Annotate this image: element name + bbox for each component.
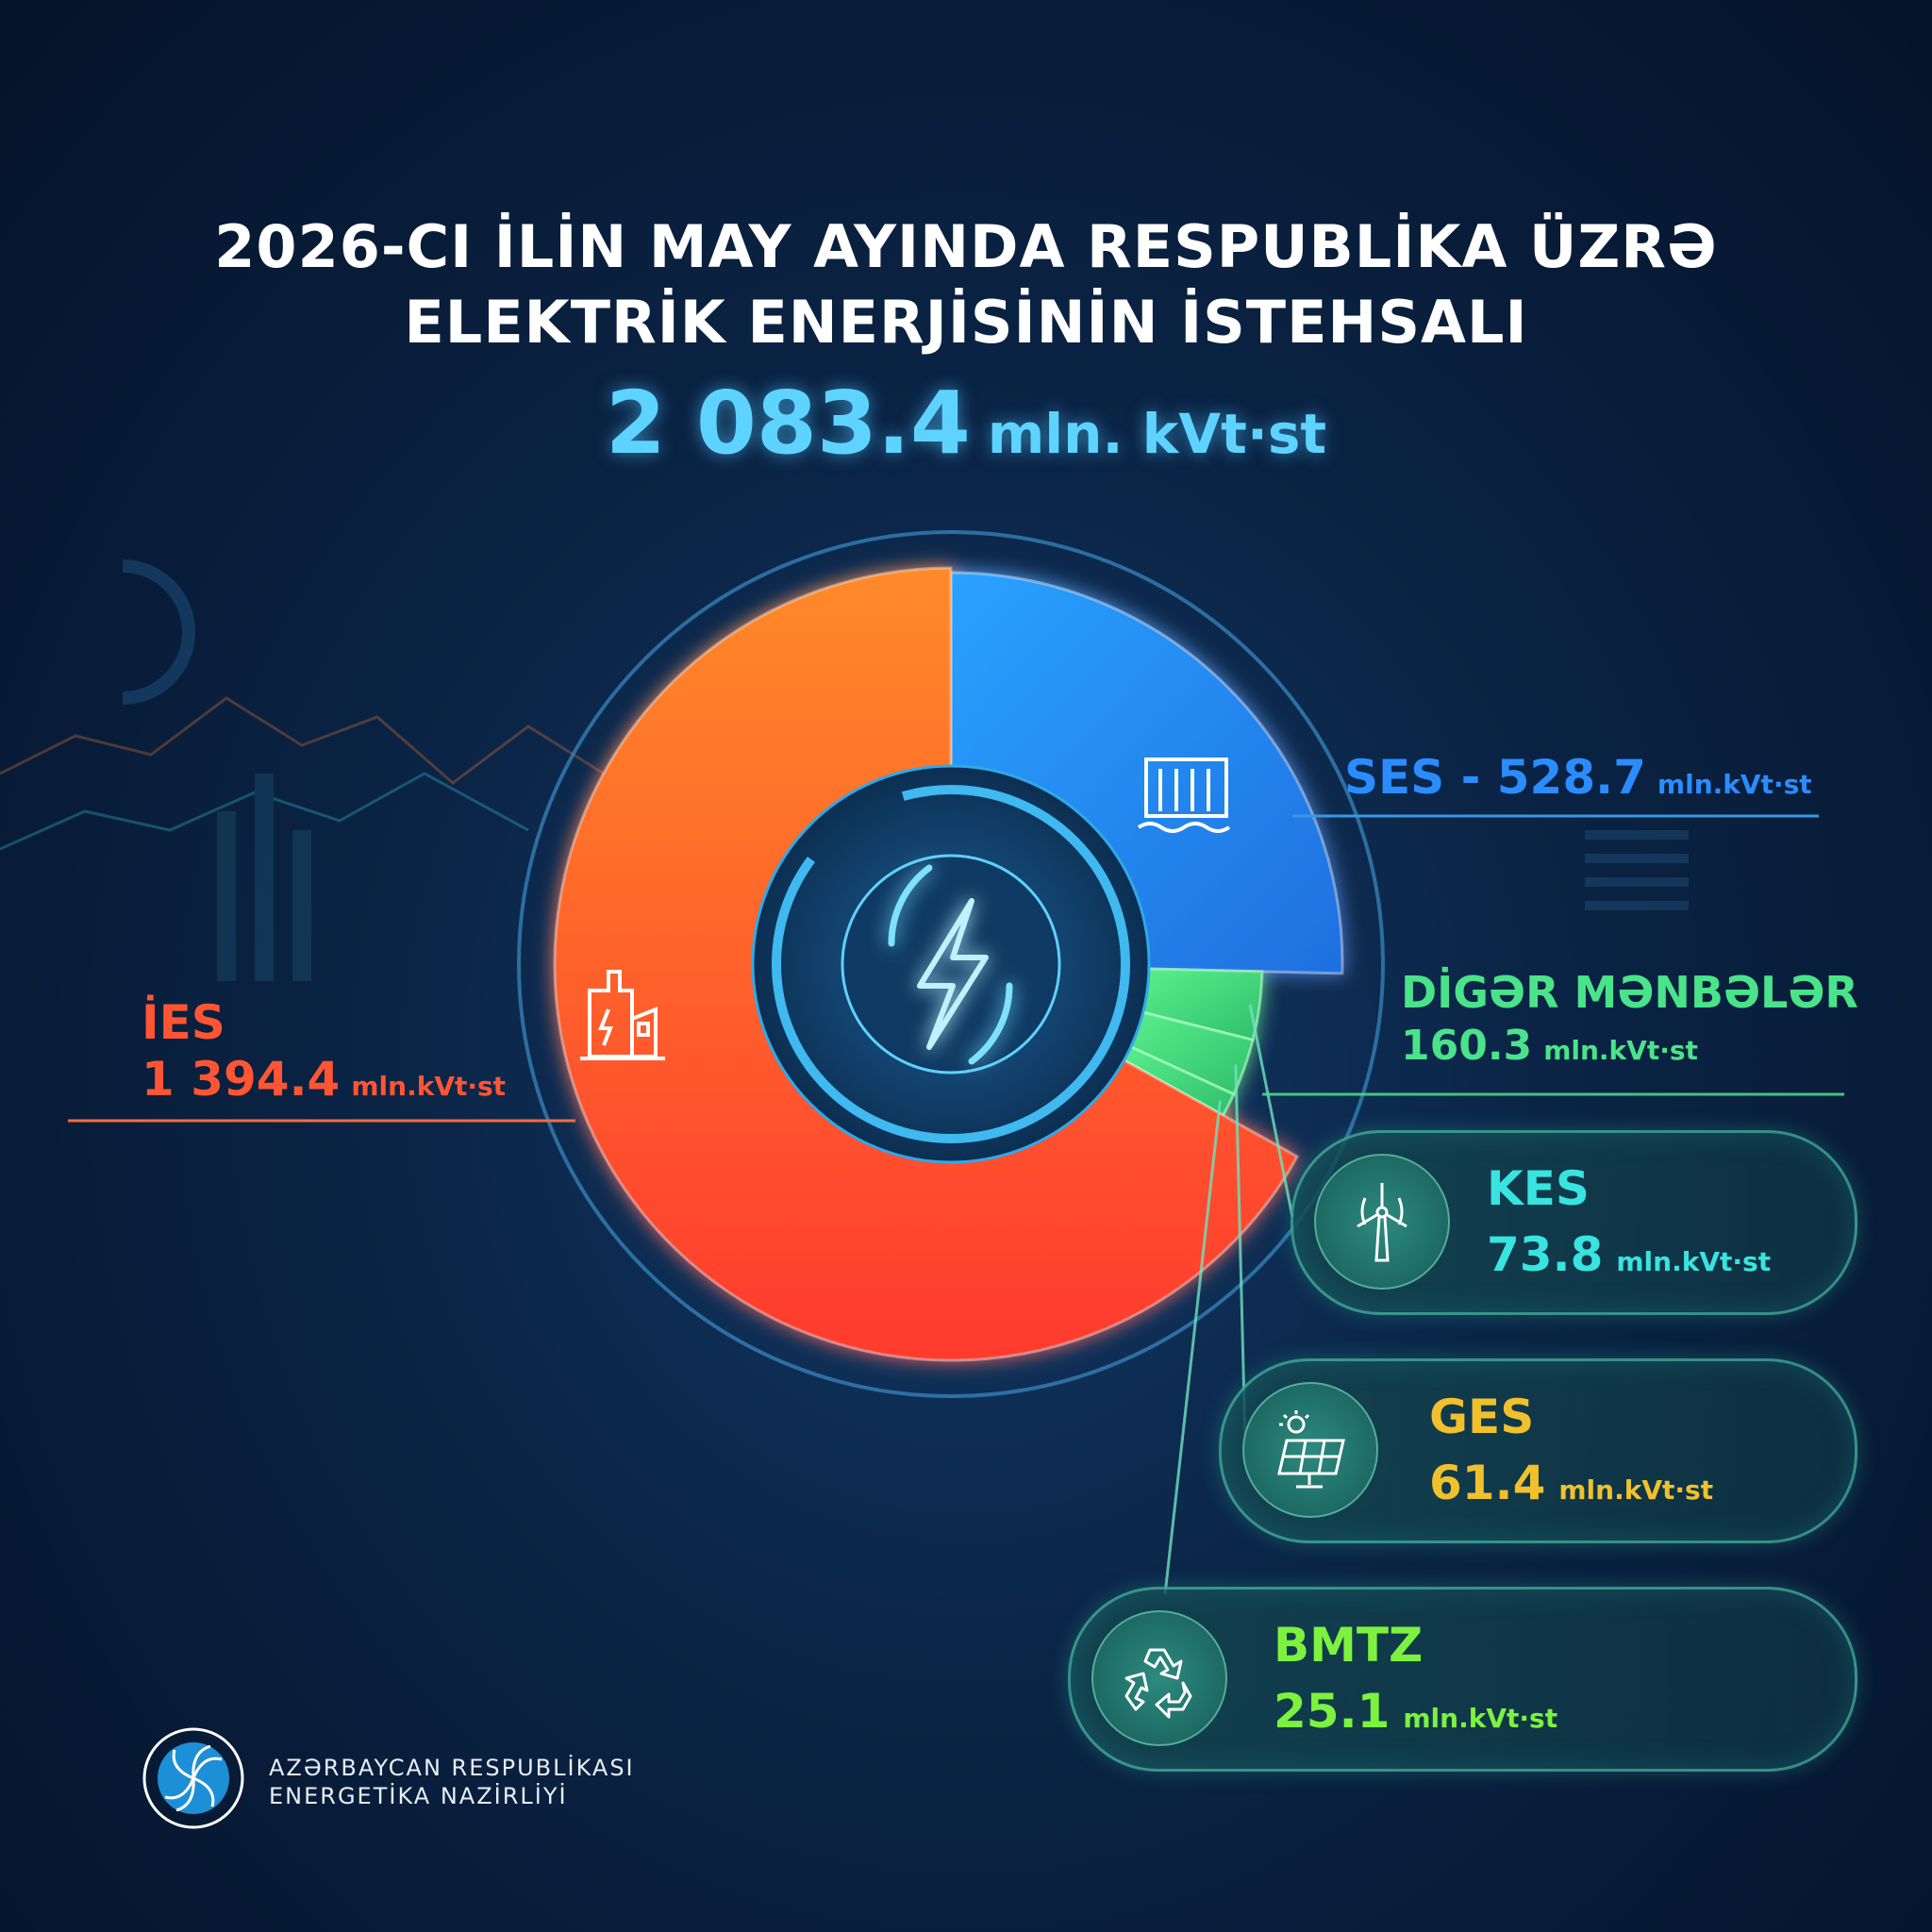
ses-value: 528.7 <box>1496 750 1646 805</box>
kes-unit: mln.kVt·st <box>1616 1246 1772 1277</box>
bmtz-name: BMTZ <box>1274 1618 1424 1673</box>
diger-label: DİGƏR MƏNBƏLƏR 160.3 mln.kVt·st <box>1401 967 1858 1070</box>
ges-value: 61.4 <box>1429 1456 1546 1510</box>
total-production: 2 083.4 mln. kVt·st <box>0 373 1932 474</box>
kes-card: KES 73.8 mln.kVt·st <box>1291 1130 1857 1315</box>
kes-value-line: 73.8 mln.kVt·st <box>1487 1227 1771 1282</box>
bmtz-card: BMTZ 25.1 mln.kVt·st <box>1068 1587 1857 1772</box>
bmtz-unit: mln.kVt·st <box>1403 1703 1558 1734</box>
kes-icon-circle <box>1314 1154 1450 1290</box>
hydro-dam-icon <box>1137 758 1231 833</box>
bmtz-icon-circle <box>1091 1610 1227 1746</box>
recycle-icon <box>1124 1648 1192 1719</box>
ses-name: SES <box>1344 750 1445 805</box>
ses-label: SES - 528.7 mln.kVt·st <box>1344 750 1812 805</box>
ies-label: İES 1 394.4 mln.kVt·st <box>142 995 506 1107</box>
background-decoration <box>0 559 1689 981</box>
lightning-power-icon <box>888 864 1013 1065</box>
leader-line-ges <box>1234 1064 1247 1444</box>
title-line-1: 2026-CI İLİN MAY AYINDA RESPUBLİKA ÜZRƏ <box>214 212 1718 281</box>
outer-ring <box>517 530 1385 1398</box>
ges-unit: mln.kVt·st <box>1558 1474 1714 1506</box>
leader-line-bmtz <box>1163 1100 1222 1595</box>
ies-name: İES <box>142 995 225 1050</box>
ges-icon-circle <box>1242 1382 1378 1518</box>
ses-sep: - <box>1444 750 1497 805</box>
factory-icon <box>580 970 665 1060</box>
ges-name: GES <box>1429 1390 1535 1444</box>
ges-card: GES 61.4 mln.kVt·st <box>1219 1358 1857 1543</box>
solar-panel-icon <box>1277 1410 1345 1489</box>
diger-value: 160.3 <box>1401 1022 1533 1070</box>
kes-value: 73.8 <box>1487 1227 1604 1282</box>
diger-name: DİGƏR MƏNBƏLƏR <box>1401 967 1858 1018</box>
kes-name: KES <box>1487 1161 1590 1216</box>
title-line-2: ELEKTRİK ENERJİSİNİN İSTEHSALI <box>404 288 1528 357</box>
total-unit: mln. kVt·st <box>987 402 1327 466</box>
bmtz-value-line: 25.1 mln.kVt·st <box>1274 1684 1557 1739</box>
ies-value: 1 394.4 <box>142 1052 341 1107</box>
ies-unit: mln.kVt·st <box>351 1071 507 1102</box>
leader-line-kes <box>1248 1004 1294 1218</box>
wind-turbine-icon <box>1357 1183 1407 1262</box>
ministry-emblem-icon <box>142 1727 244 1829</box>
org-name-line-1: AZƏRBAYCAN RESPUBLİKASI <box>269 1755 635 1781</box>
org-name-line-2: ENERGETİKA NAZİRLİYİ <box>269 1783 568 1809</box>
ges-value-line: 61.4 mln.kVt·st <box>1429 1456 1713 1510</box>
total-value: 2 083.4 <box>605 373 971 474</box>
bmtz-value: 25.1 <box>1274 1684 1391 1739</box>
inner-ring <box>772 785 1130 1143</box>
ses-unit: mln.kVt·st <box>1657 769 1812 800</box>
core-glow <box>841 854 1061 1074</box>
diger-unit: mln.kVt·st <box>1543 1035 1698 1066</box>
